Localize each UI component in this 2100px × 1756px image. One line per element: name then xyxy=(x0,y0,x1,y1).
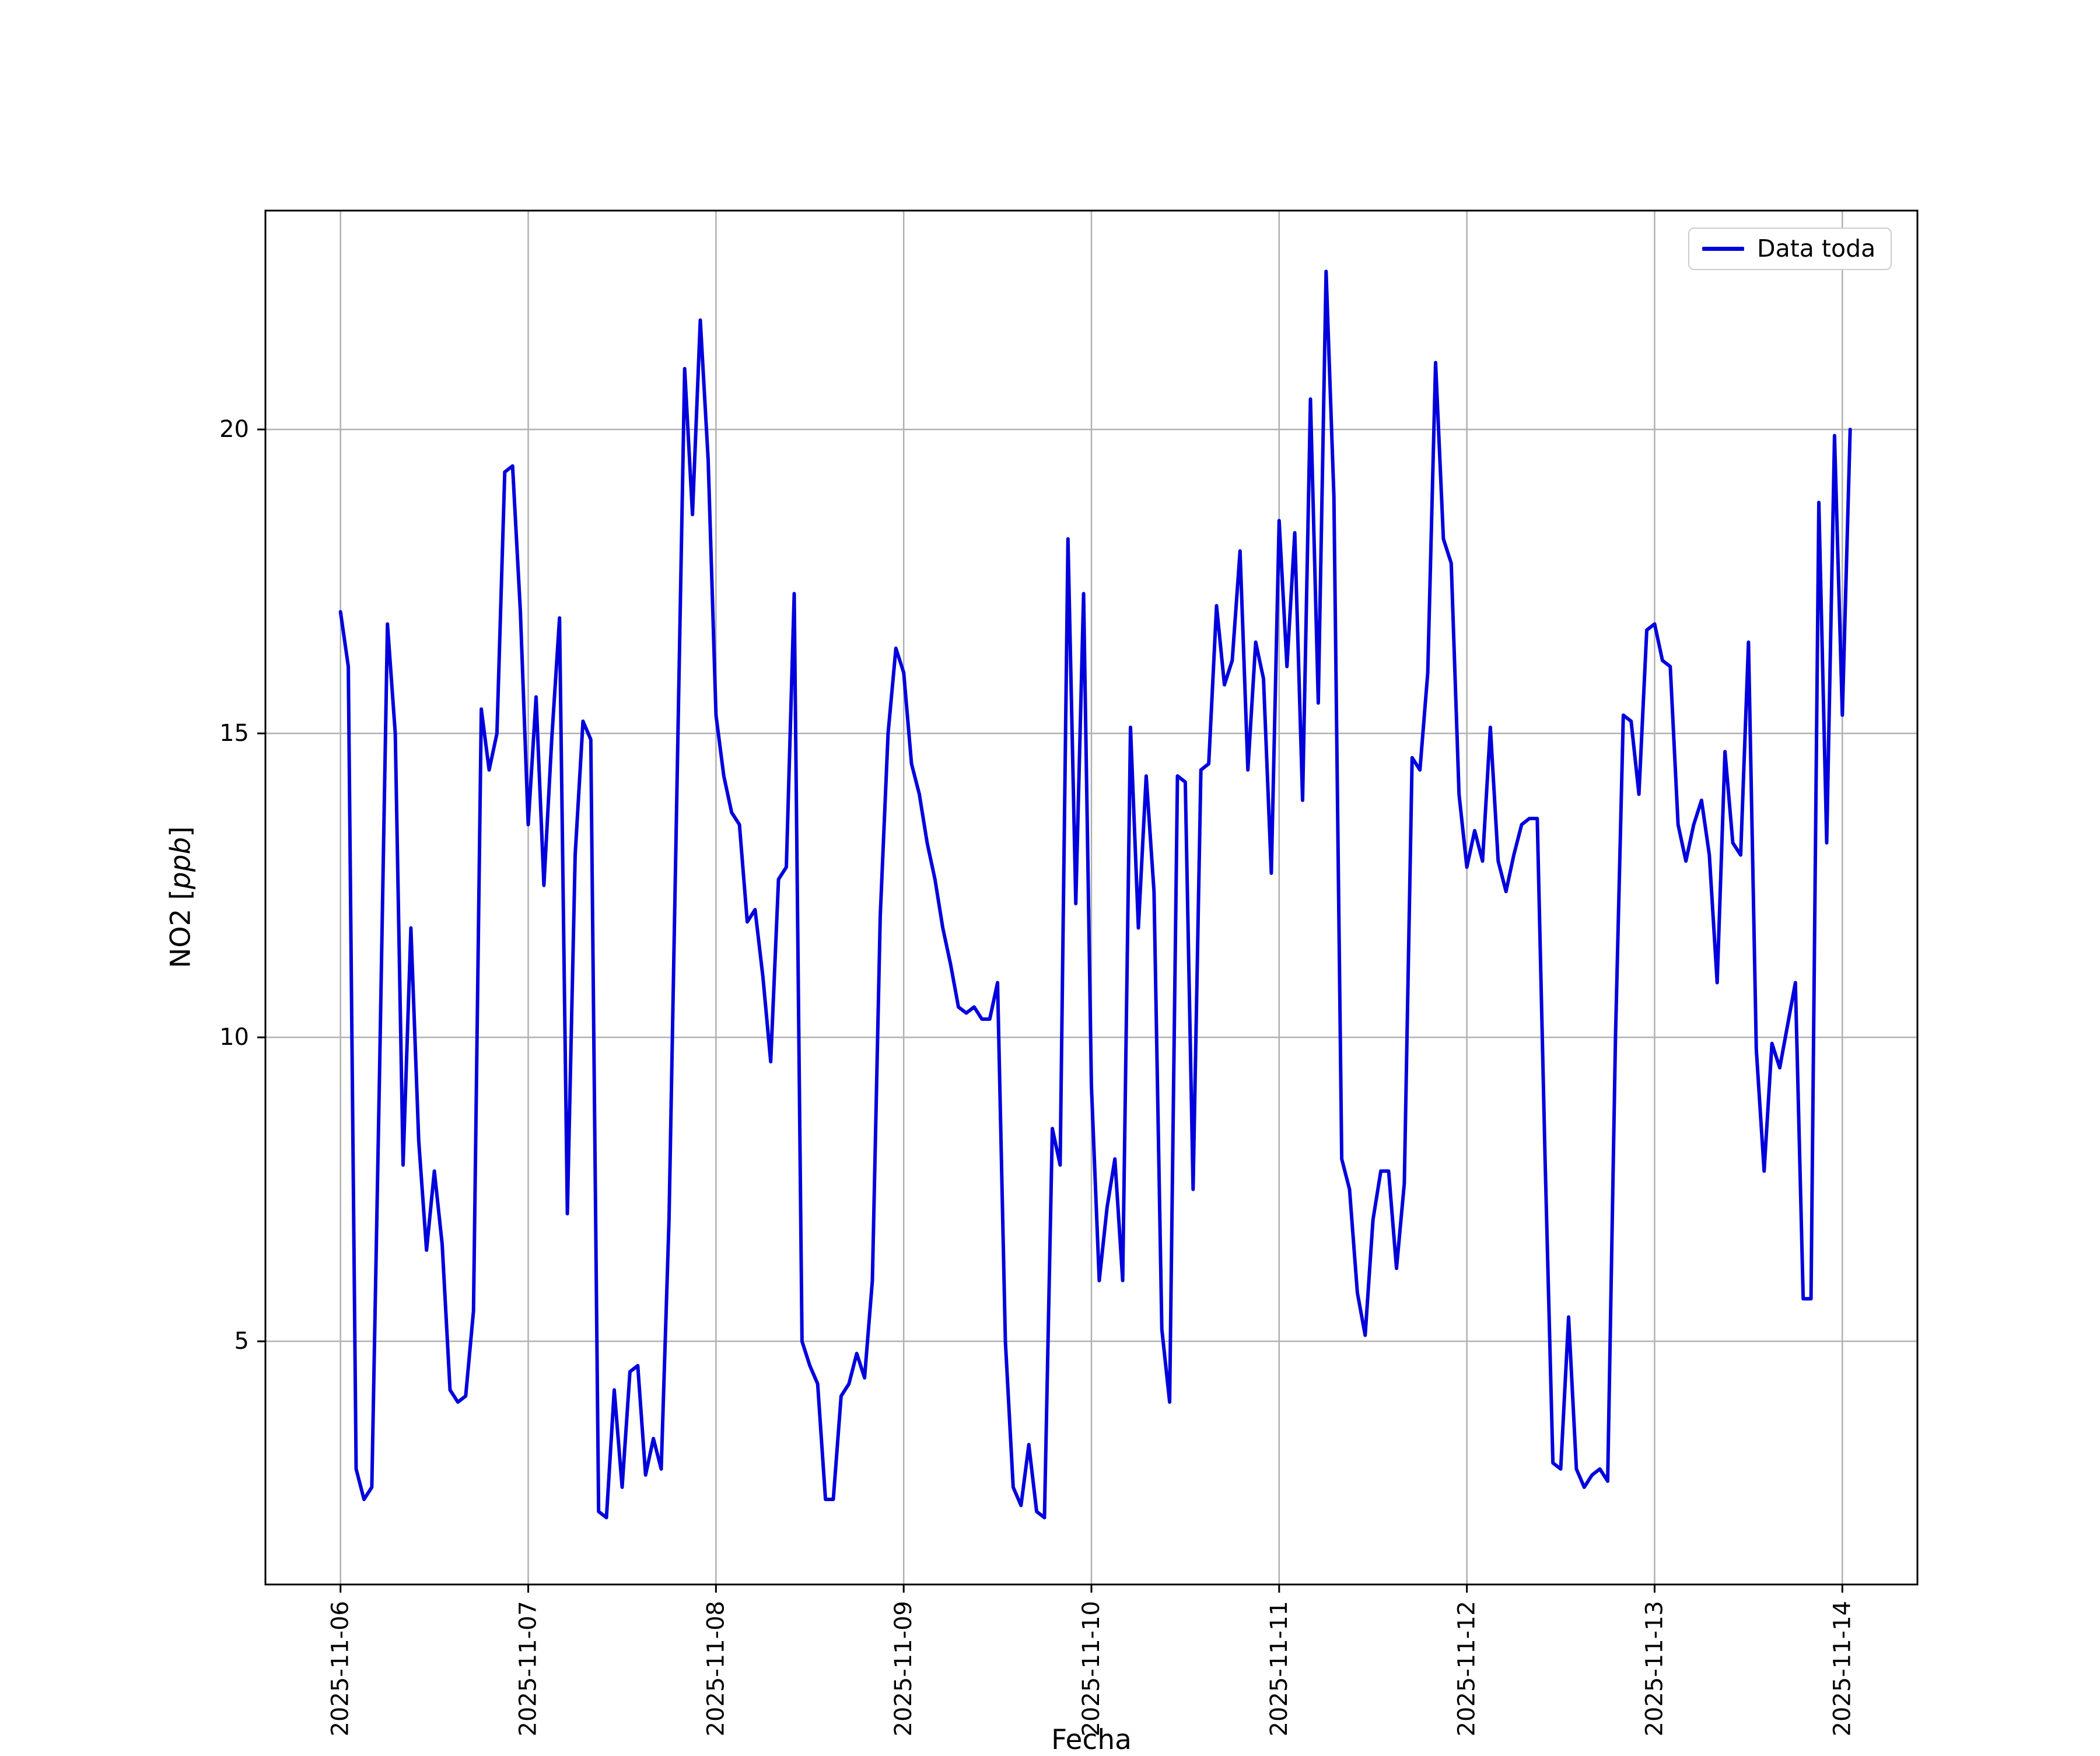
x-tick-label: 2025-11-13 xyxy=(1641,1601,1668,1736)
legend-line-marker xyxy=(1702,247,1744,251)
x-tick-label: 2025-11-07 xyxy=(515,1601,542,1736)
x-tick-label: 2025-11-11 xyxy=(1266,1601,1293,1736)
y-tick-label: 5 xyxy=(235,1328,249,1355)
y-tick-label: 20 xyxy=(219,416,249,443)
y-axis-label-prefix: NO2 [ xyxy=(164,889,197,968)
x-tick-label: 2025-11-06 xyxy=(327,1601,354,1736)
legend-label: Data toda xyxy=(1757,235,1876,263)
y-tick-label: 10 xyxy=(219,1024,249,1051)
x-tick-label: 2025-11-09 xyxy=(890,1601,917,1736)
axis-ticks xyxy=(257,428,1843,1593)
y-axis-label: NO2 [ppb] xyxy=(165,826,197,968)
x-axis-label: Fecha xyxy=(1051,1724,1132,1756)
data-line xyxy=(338,270,1852,1520)
grid-lines xyxy=(265,211,1917,1584)
y-axis-label-suffix: ] xyxy=(164,826,197,837)
x-tick-label: 2025-11-12 xyxy=(1454,1601,1480,1736)
x-tick-label: 2025-11-08 xyxy=(702,1601,729,1736)
axis-tick-labels: 2025-11-06 2025-11-07 2025-11-08 2025-11-09… xyxy=(219,416,1856,1736)
y-axis-label-unit: ppb xyxy=(164,837,197,890)
series-data-toda xyxy=(338,270,1852,1520)
x-tick-label: 2025-11-10 xyxy=(1078,1601,1105,1736)
legend: Data toda xyxy=(1688,228,1892,270)
y-tick-label: 15 xyxy=(219,720,249,747)
x-tick-label: 2025-11-14 xyxy=(1829,1601,1856,1736)
